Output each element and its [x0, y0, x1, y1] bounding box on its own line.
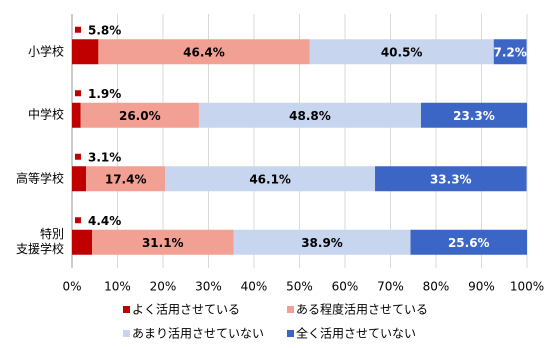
- data-label: 48.8%: [289, 109, 331, 123]
- legend-label: よく活用させている: [132, 303, 240, 317]
- bar-segment: [309, 39, 494, 65]
- y-tick-label: 特別 支援学校: [15, 227, 64, 257]
- data-label: 46.1%: [249, 172, 291, 186]
- bar-segment: [410, 229, 527, 255]
- x-tick-label: 80%: [423, 280, 450, 294]
- y-tick-label: 中学校: [27, 107, 64, 122]
- data-label: 23.3%: [453, 109, 495, 123]
- x-tick-label: 50%: [286, 280, 313, 294]
- bar-segment: [420, 102, 527, 128]
- data-label: 26.0%: [119, 109, 161, 123]
- x-tick-label: 60%: [332, 280, 359, 294]
- data-label: 3.1%: [88, 150, 121, 164]
- x-tick-label: 90%: [468, 280, 495, 294]
- label-marker: [75, 90, 81, 97]
- legend-label: あまり活用させていない: [132, 327, 264, 341]
- data-label: 38.9%: [301, 236, 343, 250]
- bar-segment: [72, 229, 93, 255]
- x-tick-label: 20%: [150, 280, 177, 294]
- bar-segment: [72, 102, 81, 128]
- data-label: 40.5%: [381, 45, 423, 59]
- data-label: 46.4%: [183, 45, 225, 59]
- x-tick-label: 70%: [377, 280, 404, 294]
- bar-segment: [165, 166, 376, 192]
- legend-marker: [123, 306, 130, 313]
- bar-segment: [72, 39, 99, 65]
- legend-label: 全く活用させていない: [296, 326, 416, 341]
- legend-marker: [287, 330, 294, 337]
- bar-segment: [493, 39, 527, 65]
- bar-segment: [86, 166, 166, 192]
- data-label: 31.1%: [142, 236, 184, 250]
- x-tick-label: 40%: [241, 280, 268, 294]
- bar-segment: [375, 166, 527, 192]
- legend-marker: [287, 306, 294, 313]
- data-label: 33.3%: [430, 172, 472, 186]
- data-label: 25.6%: [448, 236, 490, 250]
- data-label: 1.9%: [88, 87, 121, 101]
- data-label: 17.4%: [105, 172, 147, 186]
- bar-segment: [72, 166, 87, 192]
- bar-segment: [80, 102, 199, 128]
- y-tick-label: 小学校: [27, 44, 64, 59]
- bar-segment: [98, 39, 310, 65]
- legend-label: ある程度活用させている: [296, 302, 428, 317]
- bar-segment: [198, 102, 421, 128]
- x-tick-label: 0%: [62, 280, 81, 294]
- data-label: 5.8%: [88, 23, 121, 37]
- bar-segment: [233, 229, 411, 255]
- label-marker: [75, 26, 81, 33]
- data-label: 4.4%: [88, 214, 121, 228]
- label-marker: [75, 153, 81, 160]
- label-marker: [75, 217, 81, 224]
- y-tick-label: 高等学校: [15, 171, 64, 186]
- x-tick-label: 30%: [195, 280, 222, 294]
- legend-marker: [123, 330, 130, 337]
- x-tick-label: 100%: [510, 280, 544, 294]
- data-label: 7.2%: [494, 45, 527, 59]
- bar-segment: [92, 229, 234, 255]
- x-tick-label: 10%: [104, 280, 131, 294]
